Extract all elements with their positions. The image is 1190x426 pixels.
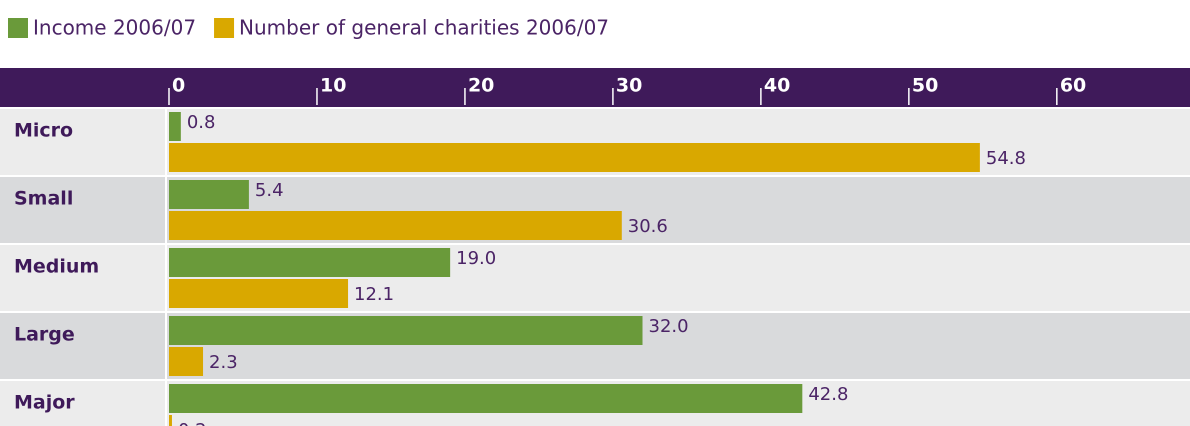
x-tick-label: 20 bbox=[468, 75, 494, 97]
axis-header bbox=[0, 68, 1190, 107]
x-tick-label: 10 bbox=[320, 75, 346, 97]
value-label: 42.8 bbox=[808, 384, 848, 405]
legend-label: Income 2006/07 bbox=[33, 16, 196, 40]
bar bbox=[169, 180, 249, 209]
category-label: Micro bbox=[14, 120, 73, 142]
bar bbox=[169, 248, 451, 277]
category-label: Small bbox=[14, 188, 73, 210]
bar bbox=[169, 415, 172, 426]
value-label: 2.3 bbox=[209, 352, 238, 373]
value-label: 0.8 bbox=[187, 112, 216, 133]
value-label: 19.0 bbox=[456, 248, 496, 269]
row-label-cell bbox=[0, 109, 165, 175]
bar bbox=[169, 211, 622, 240]
row-label-cell bbox=[0, 177, 165, 243]
x-tick-label: 50 bbox=[912, 75, 938, 97]
value-label: 30.6 bbox=[628, 216, 668, 237]
category-label: Large bbox=[14, 324, 75, 346]
row-label-cell bbox=[0, 313, 165, 379]
category-label: Major bbox=[14, 392, 75, 414]
x-tick-label: 60 bbox=[1060, 75, 1086, 97]
value-label: 5.4 bbox=[255, 180, 284, 201]
bar bbox=[169, 316, 643, 345]
bar bbox=[169, 112, 181, 141]
legend-swatch bbox=[8, 18, 28, 38]
category-label: Medium bbox=[14, 256, 99, 278]
value-label: 12.1 bbox=[354, 284, 394, 305]
x-tick-label: 0 bbox=[172, 75, 185, 97]
x-tick-label: 30 bbox=[616, 75, 642, 97]
value-label: 0.2 bbox=[178, 420, 207, 426]
value-label: 32.0 bbox=[649, 316, 689, 337]
row-label-cell bbox=[0, 245, 165, 311]
legend-label: Number of general charities 2006/07 bbox=[239, 16, 609, 40]
bar bbox=[169, 384, 803, 413]
bar bbox=[169, 143, 980, 172]
row-label-cell bbox=[0, 381, 165, 426]
legend-swatch bbox=[214, 18, 235, 38]
value-label: 54.8 bbox=[986, 148, 1026, 169]
x-tick-label: 40 bbox=[764, 75, 790, 97]
bar bbox=[169, 279, 349, 308]
bar bbox=[169, 347, 204, 376]
